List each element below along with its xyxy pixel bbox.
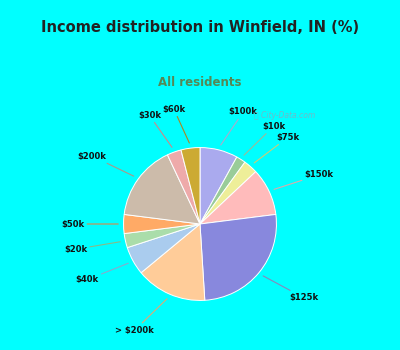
Text: $20k: $20k xyxy=(64,242,120,254)
Wedge shape xyxy=(168,150,200,224)
Wedge shape xyxy=(200,215,276,300)
Wedge shape xyxy=(200,148,237,224)
Wedge shape xyxy=(200,172,276,224)
Wedge shape xyxy=(200,162,256,224)
Text: ⓘ City-Data.com: ⓘ City-Data.com xyxy=(254,111,315,120)
Text: $50k: $50k xyxy=(61,219,118,229)
Wedge shape xyxy=(127,224,200,273)
Wedge shape xyxy=(124,224,200,247)
Text: All residents: All residents xyxy=(158,76,242,89)
Wedge shape xyxy=(141,224,205,300)
Text: $60k: $60k xyxy=(162,105,189,143)
Text: $30k: $30k xyxy=(138,111,172,147)
Text: $150k: $150k xyxy=(274,170,334,189)
Text: > $200k: > $200k xyxy=(115,299,167,335)
Text: $40k: $40k xyxy=(76,263,128,284)
Wedge shape xyxy=(124,155,200,224)
Wedge shape xyxy=(181,148,200,224)
Text: $100k: $100k xyxy=(221,107,258,145)
Wedge shape xyxy=(124,215,200,233)
Text: $200k: $200k xyxy=(78,152,134,176)
Text: $75k: $75k xyxy=(254,133,300,163)
Text: Income distribution in Winfield, IN (%): Income distribution in Winfield, IN (%) xyxy=(41,20,359,35)
Wedge shape xyxy=(200,157,245,224)
Text: $10k: $10k xyxy=(244,122,285,155)
Text: $125k: $125k xyxy=(263,276,318,302)
